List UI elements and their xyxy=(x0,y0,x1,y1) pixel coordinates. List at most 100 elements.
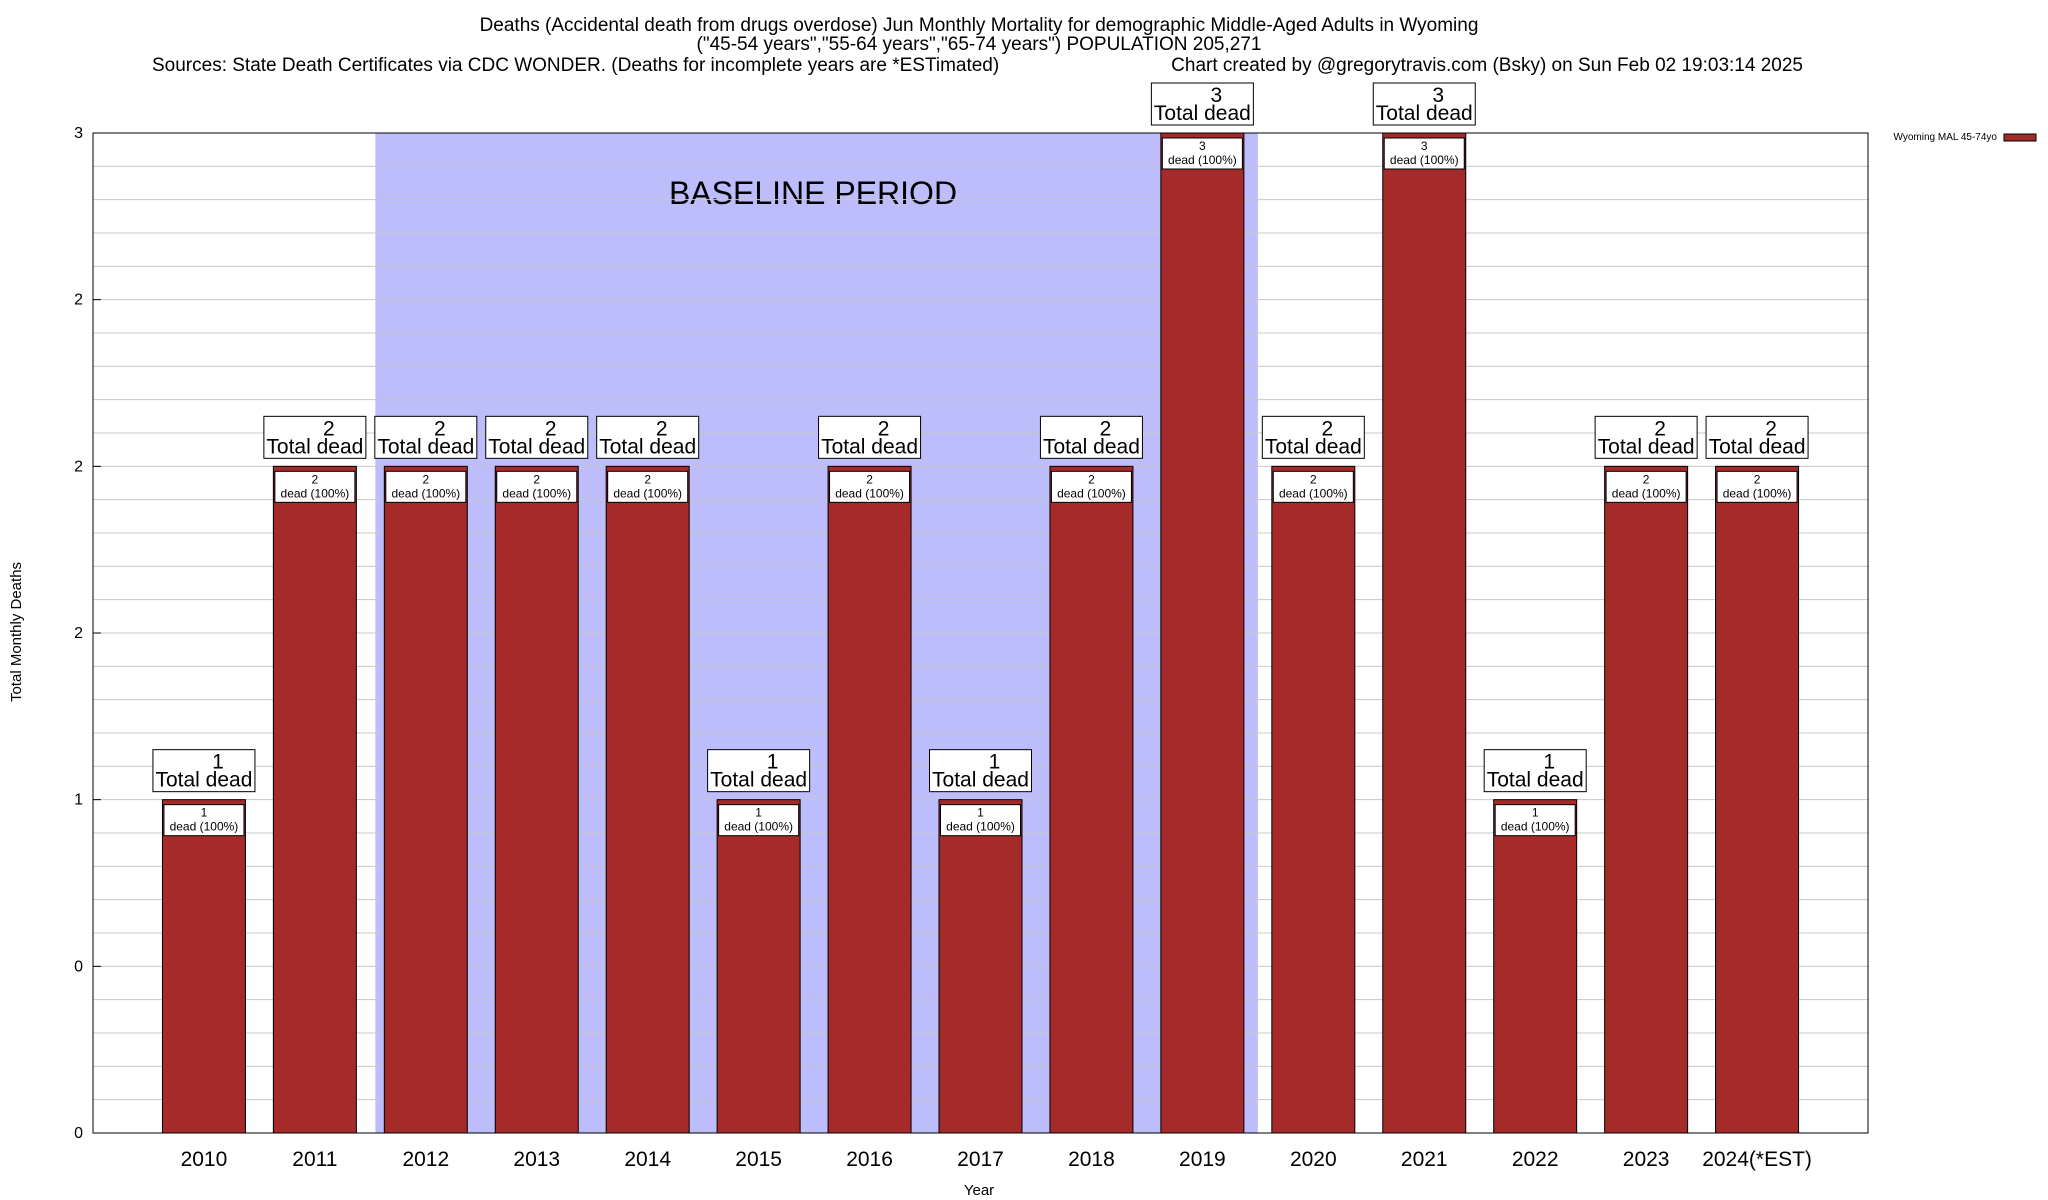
x-tick-label: 2013 xyxy=(513,1148,560,1171)
bar-total-label-text: Total dead xyxy=(1598,435,1695,458)
chart-credit: Chart created by @gregorytravis.com (Bsk… xyxy=(1171,55,1803,76)
bar-total-label-value: 1 xyxy=(989,751,1001,774)
y-tick-label: 2 xyxy=(74,625,83,642)
x-tick-label: 2017 xyxy=(957,1148,1004,1171)
bar-inner-label-box xyxy=(940,804,1021,837)
y-tick-label: 1 xyxy=(74,792,83,809)
bar-inner-label-box xyxy=(1716,470,1798,503)
y-tick-label: 0 xyxy=(74,958,83,975)
bar-total-label-text: Total dead xyxy=(710,769,807,792)
baseline-period-label: BASELINE PERIOD xyxy=(669,175,957,211)
bar-inner-label-text: dead (100%) xyxy=(1612,486,1681,500)
bar-total-label-value: 2 xyxy=(1100,417,1112,440)
bar-inner-label-text: dead (100%) xyxy=(391,486,460,500)
bars-layer xyxy=(161,132,1800,1134)
bar-total-label-box xyxy=(374,415,478,459)
x-tick-label: 2015 xyxy=(735,1148,782,1171)
bar-inner-label-text: dead (100%) xyxy=(724,820,793,834)
bar xyxy=(1382,132,1467,1134)
legend: Wyoming MAL 45-74yo xyxy=(1894,132,2037,143)
bar-total-label-text: Total dead xyxy=(1709,435,1806,458)
x-tick-label: 2023 xyxy=(1623,1148,1670,1171)
x-tick-label: 2014 xyxy=(624,1148,671,1171)
bar-total-label-box xyxy=(1150,82,1254,126)
bar-inner-label-text: dead (100%) xyxy=(613,486,682,500)
bar-inner-label-box xyxy=(1161,137,1243,170)
bar-inner-label-text: dead (100%) xyxy=(835,486,904,500)
bar-total-label-box xyxy=(1483,749,1587,793)
bar-total-label-value: 1 xyxy=(767,751,779,774)
bar xyxy=(938,799,1023,1134)
x-tick-label: 2016 xyxy=(846,1148,893,1171)
bar-total-label-box xyxy=(707,749,811,793)
bar-total-label-text: Total dead xyxy=(599,435,696,458)
bar-inner-label-value: 2 xyxy=(1310,472,1317,486)
bar-total-label-text: Total dead xyxy=(821,435,918,458)
bar xyxy=(1604,465,1689,1134)
x-tick-label: 2020 xyxy=(1290,1148,1337,1171)
bar-inner-label-value: 1 xyxy=(977,806,984,820)
bar-inner-label-value: 2 xyxy=(1754,472,1761,486)
bar-total-label-text: Total dead xyxy=(1376,102,1473,125)
bar xyxy=(1715,465,1800,1134)
bar-inner-label-box xyxy=(607,470,689,503)
bar-inner-label-box xyxy=(1050,470,1132,503)
chart-title-line-1: Deaths (Accidental death from drugs over… xyxy=(480,15,1479,36)
bar-total-label-text: Total dead xyxy=(1154,102,1251,125)
bar-total-label-value: 1 xyxy=(1543,751,1555,774)
bar-total-label-text: Total dead xyxy=(488,435,585,458)
bar xyxy=(716,799,801,1134)
bar-total-label-box xyxy=(263,415,367,459)
bar-total-label-value: 2 xyxy=(1321,417,1333,440)
bar-total-label-text: Total dead xyxy=(932,769,1029,792)
bar-total-label-box xyxy=(1705,415,1809,459)
bar-total-label-text: Total dead xyxy=(266,435,363,458)
bar-total-label-text: Total dead xyxy=(1043,435,1140,458)
bar-inner-label-value: 2 xyxy=(312,472,319,486)
bar-inner-label-box xyxy=(274,470,356,503)
bar-total-label-value: 3 xyxy=(1432,84,1444,107)
bar-inner-label-value: 2 xyxy=(422,472,429,486)
bar-inner-label-box xyxy=(829,470,911,503)
bar-total-label-value: 2 xyxy=(1654,417,1666,440)
y-tick-label: 3 xyxy=(74,125,83,142)
bar-total-label-box xyxy=(1261,415,1365,459)
bar-inner-label-box xyxy=(163,804,245,837)
bar-inner-label-text: dead (100%) xyxy=(946,820,1015,834)
bar-inner-label-text: dead (100%) xyxy=(281,486,350,500)
bar xyxy=(161,799,246,1134)
x-tick-label: 2022 xyxy=(1512,1148,1559,1171)
bar xyxy=(827,465,912,1134)
bar-inner-label-value: 1 xyxy=(201,806,208,820)
bar-total-label-value: 2 xyxy=(1765,417,1777,440)
bar-inner-label-text: dead (100%) xyxy=(170,820,239,834)
bar-inner-label-box xyxy=(1383,137,1465,170)
x-tick-label: 2011 xyxy=(292,1148,337,1171)
bar xyxy=(494,465,579,1134)
bar xyxy=(1160,132,1245,1134)
bar-inner-label-value: 1 xyxy=(1532,806,1539,820)
bar-inner-label-value: 2 xyxy=(1643,472,1650,486)
legend-entry-label: Wyoming MAL 45-74yo xyxy=(1894,132,1998,143)
bar-total-label-value: 1 xyxy=(212,751,224,774)
chart-sources: Sources: State Death Certificates via CD… xyxy=(152,55,999,76)
bar-total-label-box xyxy=(1594,415,1698,459)
bar-total-label-value: 2 xyxy=(656,417,668,440)
bar-total-label-text: Total dead xyxy=(1487,769,1584,792)
bar xyxy=(1271,465,1356,1134)
bar xyxy=(1493,799,1578,1134)
bar-inner-label-value: 2 xyxy=(866,472,873,486)
bar-inner-label-text: dead (100%) xyxy=(1723,486,1792,500)
x-tick-label: 2024(*EST) xyxy=(1702,1148,1812,1171)
bar-total-label-value: 3 xyxy=(1211,84,1223,107)
y-ticks-layer: 0 0 1 2 2 2 3 xyxy=(74,125,101,1142)
legend-swatch xyxy=(2003,133,2037,142)
bar-inner-label-box xyxy=(1494,804,1576,837)
bar-inner-label-text: dead (100%) xyxy=(502,486,571,500)
bar-total-label-box xyxy=(485,415,589,459)
bar xyxy=(1049,465,1134,1134)
bar-total-label-text: Total dead xyxy=(155,769,252,792)
bar-inner-label-text: dead (100%) xyxy=(1057,486,1126,500)
x-tick-label: 2021 xyxy=(1401,1148,1448,1171)
